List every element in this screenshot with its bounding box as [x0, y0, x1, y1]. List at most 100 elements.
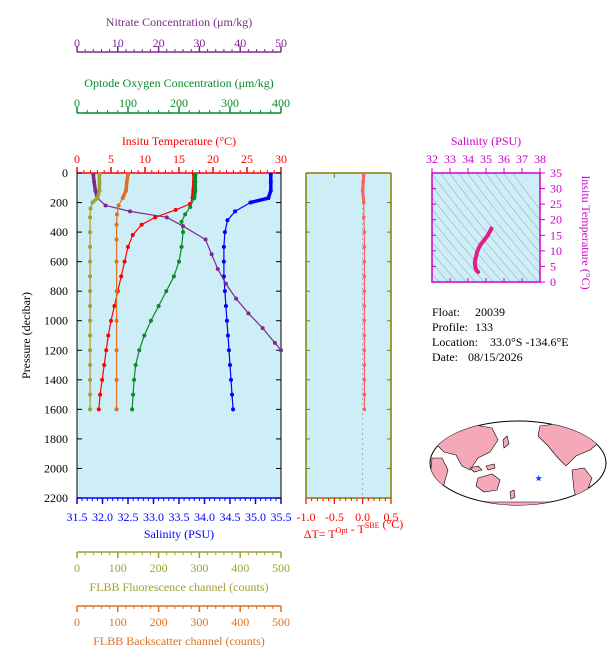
ts-density-line [467, 173, 540, 264]
salinity-surface-line [249, 174, 273, 205]
pressure-tick-label: 1600 [44, 402, 68, 416]
backscatter-surface-line [121, 174, 130, 199]
oxygen-point [183, 212, 188, 217]
temperature-tick-label: 20 [207, 152, 219, 166]
nitrate-point [272, 340, 277, 345]
delta-point [362, 407, 367, 412]
ts-point [488, 228, 493, 233]
ts-density-line [494, 173, 540, 232]
main-plot-area [77, 173, 281, 498]
temperature-tick-label: 10 [139, 152, 151, 166]
ts-point [475, 250, 479, 255]
oxygen-tick-label: 200 [170, 96, 188, 110]
ts-density-line [458, 173, 540, 275]
ts-density-line [432, 173, 521, 282]
temperature-point [112, 303, 117, 308]
fluorescence-point [88, 363, 93, 368]
oxygen-point [188, 204, 193, 209]
ts-point [482, 238, 487, 242]
map-landmass [475, 473, 501, 493]
backscatter-tick-label: 200 [150, 615, 168, 629]
backscatter-series [114, 172, 130, 412]
fluorescence-tick-label: 0 [74, 561, 80, 575]
pressure-axis-label: Pressure (decibar) [19, 292, 33, 379]
delta-point [362, 378, 367, 382]
backscatter-point [114, 318, 119, 323]
delta-x-axis-label: ΔT= TOpt - TSBE (°C) [304, 517, 404, 541]
nitrate-tick-label: 30 [193, 36, 205, 50]
delta-point [362, 274, 367, 279]
salinity-point [228, 363, 232, 368]
ts-point [473, 258, 478, 263]
delta-point [362, 259, 367, 264]
backscatter-tick-label: 400 [231, 615, 249, 629]
nitrate-tick-label: 10 [112, 36, 124, 50]
fluorescence-tick-label: 300 [190, 561, 208, 575]
salinity-tick-label: 31.5 [67, 510, 88, 524]
oxygen-surface-line [192, 174, 198, 199]
map-landmass [485, 463, 496, 471]
temperature-point [119, 274, 124, 279]
fluorescence-series [88, 172, 102, 412]
location-value: 33.0°S -134.6°E [490, 335, 569, 349]
pressure-tick-label: 2200 [44, 491, 68, 505]
salinity-axis-label: Salinity (PSU) [144, 527, 214, 541]
salinity-tick-label: 35.0 [245, 510, 266, 524]
fluorescence-point [88, 348, 93, 353]
oxygen-series [130, 172, 198, 412]
delta-point [362, 289, 367, 293]
salinity-point [233, 209, 238, 214]
oxygen-point [142, 333, 147, 338]
oxygen-axis-label: Optode Oxygen Concentration (μm/kg) [84, 76, 273, 90]
backscatter-point [114, 289, 119, 294]
salinity-series [221, 172, 273, 412]
pressure-axis: 0 200 400 600 800 1000 1200 1400 1600 1800 2000 220… [19, 166, 282, 505]
ts-point [473, 261, 477, 266]
fluorescence-tick-label: 400 [231, 561, 249, 575]
delta-point [362, 363, 367, 367]
world-map [429, 420, 607, 506]
ts-density-contours [432, 173, 540, 282]
fluorescence-axis-label: FLBB Fluorescence channel (counts) [90, 580, 269, 594]
delta-label-part: (°C) [379, 517, 403, 531]
ts-density-line [432, 197, 503, 282]
ts-x-tick-label: 37 [516, 152, 528, 166]
temperature-point [104, 348, 109, 353]
ts-y-tick-label: 10 [550, 244, 562, 258]
fluorescence-tick-label: 500 [272, 561, 290, 575]
temperature-point [122, 259, 127, 264]
salinity-point [222, 289, 227, 294]
oxygen-point [171, 274, 176, 279]
oxygen-point [133, 363, 138, 368]
fluorescence-point [88, 303, 93, 308]
fluorescence-point [88, 392, 93, 397]
fluorescence-point [88, 377, 93, 382]
temperature-point [126, 244, 130, 249]
float-info: Float: 20039 Profile: 133 Location: 33.0… [432, 305, 569, 364]
ts-y-tick-label: 0 [550, 275, 556, 289]
ts-point [477, 245, 481, 250]
temperature-tick-label: 30 [275, 152, 287, 166]
pressure-tick-label: 0 [62, 166, 68, 180]
fluorescence-point [88, 206, 93, 211]
nitrate-tick-label: 50 [275, 36, 287, 50]
temperature-point [153, 215, 158, 220]
temperature-point [109, 318, 113, 323]
ts-x-axis-label: Salinity (PSU) [451, 134, 521, 148]
ts-y-tick-label: 30 [550, 182, 562, 196]
pressure-tick-label: 400 [50, 225, 68, 239]
float-value: 20039 [475, 305, 505, 319]
pressure-tick-label: 2000 [44, 461, 68, 475]
map-landmass [439, 501, 601, 505]
ts-y-tick-label: 25 [550, 197, 562, 211]
date-label: Date: [432, 350, 458, 364]
ts-point [486, 233, 490, 238]
ts-y-tick-label: 15 [550, 228, 562, 242]
fluorescence-point [88, 215, 93, 220]
temperature-point [139, 222, 144, 227]
delta-label-part: - T [348, 522, 366, 536]
salinity-point [226, 348, 231, 353]
delta-plot-area [306, 173, 391, 498]
